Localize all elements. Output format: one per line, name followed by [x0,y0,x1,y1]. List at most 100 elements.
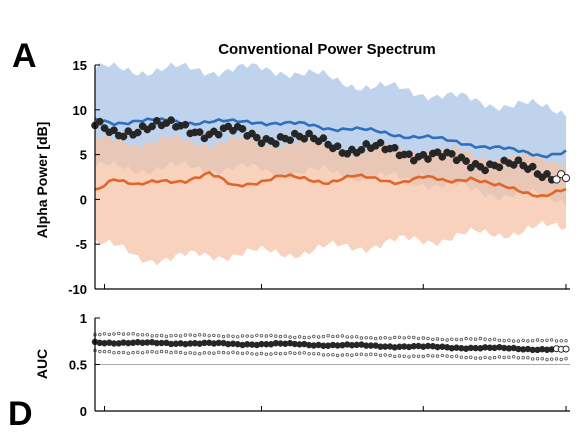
data-point [152,116,161,125]
ci-lower-marker [378,353,383,357]
ci-lower-marker [150,349,154,354]
ci-lower-marker [550,357,554,361]
y-axis-label-auc: AUC [34,349,50,379]
ci-lower-marker [278,352,283,356]
ci-lower-marker [207,351,211,355]
ci-lower-marker [231,350,235,354]
ci-lower-marker [473,356,478,360]
ci-upper-marker [159,333,164,338]
data-point [252,133,261,142]
ci-lower-marker [145,350,149,354]
data-point [424,155,432,163]
ci-lower-marker [293,351,297,355]
ci-upper-marker [554,339,559,343]
ci-lower-marker [264,352,268,356]
ci-lower-marker [345,353,349,357]
ci-lower-marker [240,351,245,356]
ci-lower-marker [235,351,240,355]
ci-upper-marker [288,335,292,339]
ci-upper-marker [393,335,397,340]
ci-upper-marker [335,334,340,338]
ci-upper-marker [450,337,454,341]
ci-lower-marker [507,355,511,359]
ci-upper-marker [454,337,459,342]
ci-upper-marker [416,336,421,341]
ci-lower-marker [178,350,183,355]
data-point [148,122,156,131]
data-point [238,125,247,133]
ci-lower-marker [155,350,159,354]
ci-lower-marker [440,353,444,358]
data-point [433,148,442,157]
ci-upper-marker [245,334,249,338]
ci-upper-marker [169,334,173,338]
ci-upper-marker [140,333,145,337]
ci-lower-marker [369,352,373,356]
data-point [110,126,118,135]
ci-lower-marker [188,351,192,355]
ci-upper-marker [250,334,254,338]
y-tick-label: 0 [80,192,87,207]
top-axes: -10 -5 0 5 10 15 [68,58,570,297]
data-point [405,150,413,159]
ci-upper-marker [107,332,111,337]
ci-upper-marker [540,338,544,343]
ci-upper-marker [473,337,478,341]
data-point [119,132,128,141]
data-point [528,162,537,171]
ci-upper-marker [378,336,383,340]
data-point [95,117,104,126]
ci-upper-marker [459,337,463,342]
ci-upper-marker [488,338,492,342]
data-point [390,143,399,152]
ci-upper-marker [550,338,554,342]
ci-upper-marker [331,334,335,339]
ci-lower-marker [221,350,226,355]
ci-upper-marker [321,334,326,339]
ci-lower-marker [269,352,273,356]
ci-lower-marker [107,349,111,354]
ci-upper-marker [359,336,364,340]
ci-lower-marker [117,350,121,355]
data-point [376,138,385,147]
y-axis-label-alpha-power: Alpha Power [dB] [34,122,50,239]
ci-upper-marker [197,333,202,337]
y-tick-label: -5 [75,237,87,252]
ci-upper-marker [155,334,159,338]
ci-upper-marker [326,334,330,338]
ci-upper-marker [445,338,449,342]
ci-lower-marker [502,355,506,360]
ci-lower-marker [355,352,359,357]
ci-upper-marker [293,335,297,340]
ci-lower-marker [312,352,316,356]
ci-lower-marker [288,351,292,355]
ci-upper-marker [421,336,425,340]
ci-upper-marker [259,334,264,338]
band-orange-band [95,133,566,266]
ci-upper-marker [264,334,268,338]
ci-lower-marker [164,350,169,354]
series-dots [91,116,571,184]
ci-lower-marker [316,352,321,356]
ci-lower-marker [131,350,135,355]
ci-lower-marker [421,354,425,359]
ci-lower-marker [364,353,368,357]
ci-upper-marker [231,334,235,338]
data-point [286,136,294,145]
confidence-bands [95,62,566,266]
ci-upper-marker [388,336,392,340]
ci-lower-marker [202,351,207,355]
bottom-axes: 00.51 [69,311,570,419]
auc-dots [91,338,570,354]
ci-lower-marker [545,357,549,362]
ci-lower-marker [216,350,221,354]
ci-upper-marker [302,335,306,340]
ci-lower-marker [526,356,530,360]
ci-lower-marker [397,354,402,358]
ci-upper-marker [136,333,140,337]
ci-lower-marker [297,351,302,355]
ci-lower-marker [159,349,164,354]
ci-upper-marker [283,334,287,338]
data-point [514,156,523,165]
ci-upper-marker [183,333,188,337]
